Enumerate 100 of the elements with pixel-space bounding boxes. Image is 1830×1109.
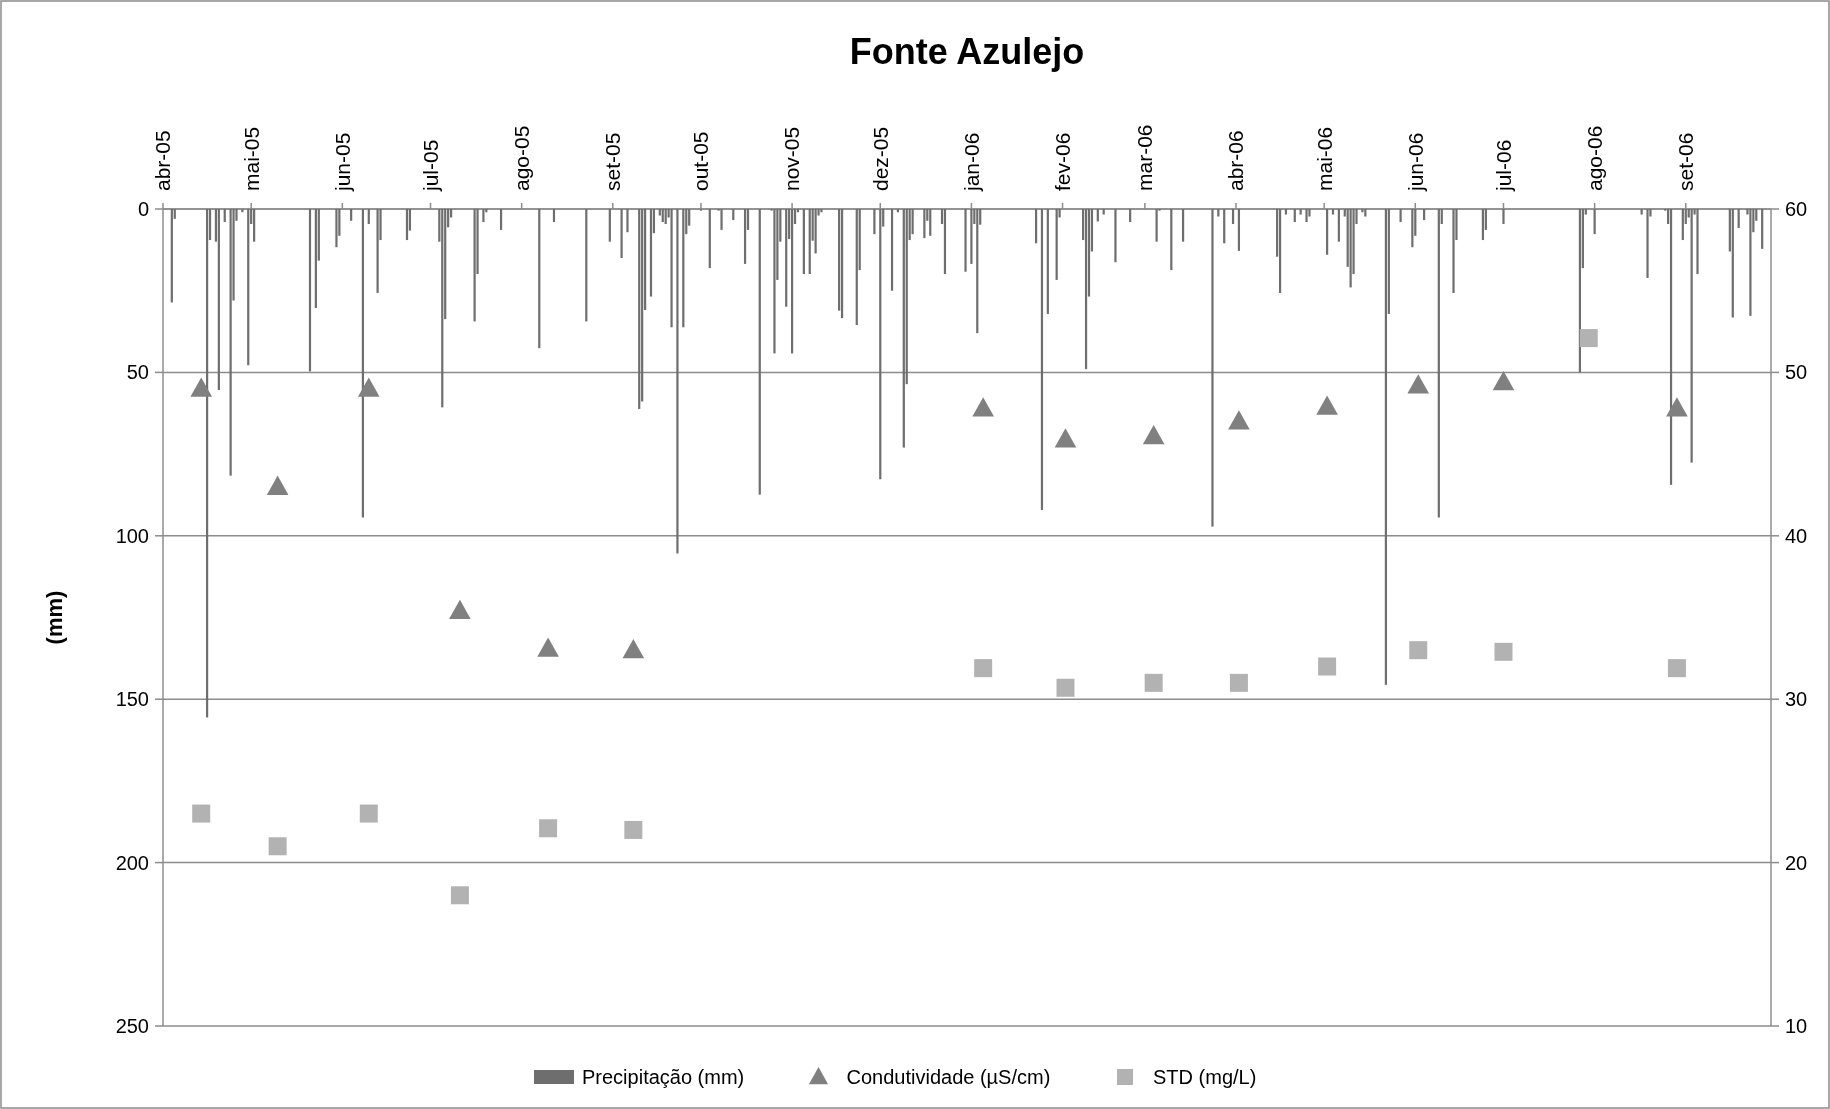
- point: [1054, 428, 1077, 448]
- y2-tick-label: 40: [1785, 524, 1808, 547]
- x-tick-label: ago-06: [1582, 125, 1606, 191]
- point: [974, 659, 993, 678]
- bar: [1593, 209, 1596, 235]
- bar: [964, 209, 967, 272]
- point: [972, 397, 994, 417]
- y-tick-label: 100: [115, 524, 149, 547]
- bar: [840, 209, 844, 319]
- bar: [1284, 209, 1288, 215]
- y-tick-label: 150: [115, 688, 149, 711]
- bar: [1040, 209, 1044, 510]
- y2-tick-label: 60: [1785, 198, 1808, 220]
- point: [357, 377, 380, 397]
- bar: [1299, 209, 1302, 215]
- bar: [676, 209, 679, 554]
- point: [1144, 673, 1163, 692]
- y-tick-label: 50: [126, 361, 149, 384]
- bar: [808, 209, 811, 275]
- point: [192, 804, 211, 823]
- bar: [1237, 209, 1241, 251]
- bar: [773, 209, 776, 354]
- bar: [620, 209, 623, 259]
- bar: [1326, 209, 1329, 255]
- x-tick-label: out-05: [689, 131, 713, 191]
- point: [1667, 659, 1686, 678]
- bar: [538, 209, 541, 349]
- bar: [473, 209, 476, 322]
- bar: [350, 209, 353, 221]
- bar: [1749, 209, 1752, 316]
- bar: [1114, 209, 1117, 263]
- bar: [1690, 209, 1693, 463]
- bar: [223, 209, 226, 223]
- x-tick-label: abr-06: [1224, 130, 1248, 191]
- bar: [585, 209, 588, 322]
- bar: [1181, 209, 1185, 242]
- bar: [441, 209, 444, 408]
- x-tick-label: jan-06: [959, 132, 983, 192]
- bar: [1640, 209, 1643, 215]
- x-tick-label: jul-05: [418, 139, 442, 192]
- point: [1228, 410, 1250, 430]
- y-tick-label: 200: [115, 851, 149, 874]
- x-tick-label: nov-05: [780, 126, 804, 191]
- x-tick-label: mai-06: [1312, 126, 1336, 191]
- point: [1666, 397, 1688, 417]
- bar: [1364, 209, 1367, 217]
- bar: [1349, 209, 1352, 288]
- x-tick-label: set-06: [1674, 132, 1698, 191]
- point: [449, 599, 471, 620]
- bar: [802, 209, 805, 275]
- bar: [1211, 209, 1214, 527]
- y2-tick-label: 20: [1785, 851, 1808, 874]
- point: [1056, 678, 1075, 697]
- bar: [499, 209, 503, 230]
- point: [1409, 641, 1428, 660]
- point: [190, 377, 213, 397]
- bar: [308, 209, 312, 372]
- legend-label: STD (mg/L): [1153, 1066, 1257, 1088]
- bar: [1278, 209, 1282, 293]
- point: [266, 475, 289, 495]
- bar: [626, 209, 629, 233]
- bar: [820, 209, 823, 213]
- bar: [405, 209, 409, 241]
- x-tick-label: mai-05: [239, 126, 263, 191]
- bar: [732, 209, 735, 221]
- bar: [743, 209, 747, 264]
- bar: [229, 209, 232, 476]
- bar: [943, 209, 947, 275]
- bar: [1331, 209, 1335, 215]
- bar: [1055, 209, 1058, 280]
- point: [1492, 371, 1515, 391]
- legend-label: Condutividade (µS/cm): [846, 1066, 1051, 1088]
- bar: [482, 209, 485, 223]
- bar: [649, 209, 653, 297]
- bar: [314, 209, 317, 309]
- point: [1407, 374, 1430, 394]
- y-tick-label: 0: [137, 198, 149, 220]
- point: [1142, 424, 1165, 445]
- bar: [1337, 209, 1340, 242]
- y2-tick-label: 50: [1785, 361, 1808, 384]
- bar: [1437, 209, 1440, 518]
- x-tick-label: jun-05: [330, 132, 354, 192]
- bar: [682, 209, 685, 328]
- bar: [1084, 209, 1088, 370]
- x-tick-label: mar-06: [1133, 124, 1157, 191]
- bar: [758, 209, 761, 495]
- point: [1229, 673, 1248, 692]
- point: [1318, 657, 1337, 676]
- bar: [1102, 209, 1105, 215]
- bar: [664, 209, 667, 225]
- bar: [638, 209, 641, 409]
- bar: [929, 209, 932, 236]
- bar: [814, 209, 817, 254]
- x-tick-label: jun-06: [1403, 132, 1427, 192]
- bar: [1170, 209, 1173, 271]
- y-axis-title: (mm): [42, 590, 67, 645]
- bar: [1481, 209, 1485, 241]
- y2-tick-label: 30: [1785, 688, 1808, 711]
- x-tick-label: fev-06: [1050, 132, 1074, 191]
- bar: [976, 209, 979, 334]
